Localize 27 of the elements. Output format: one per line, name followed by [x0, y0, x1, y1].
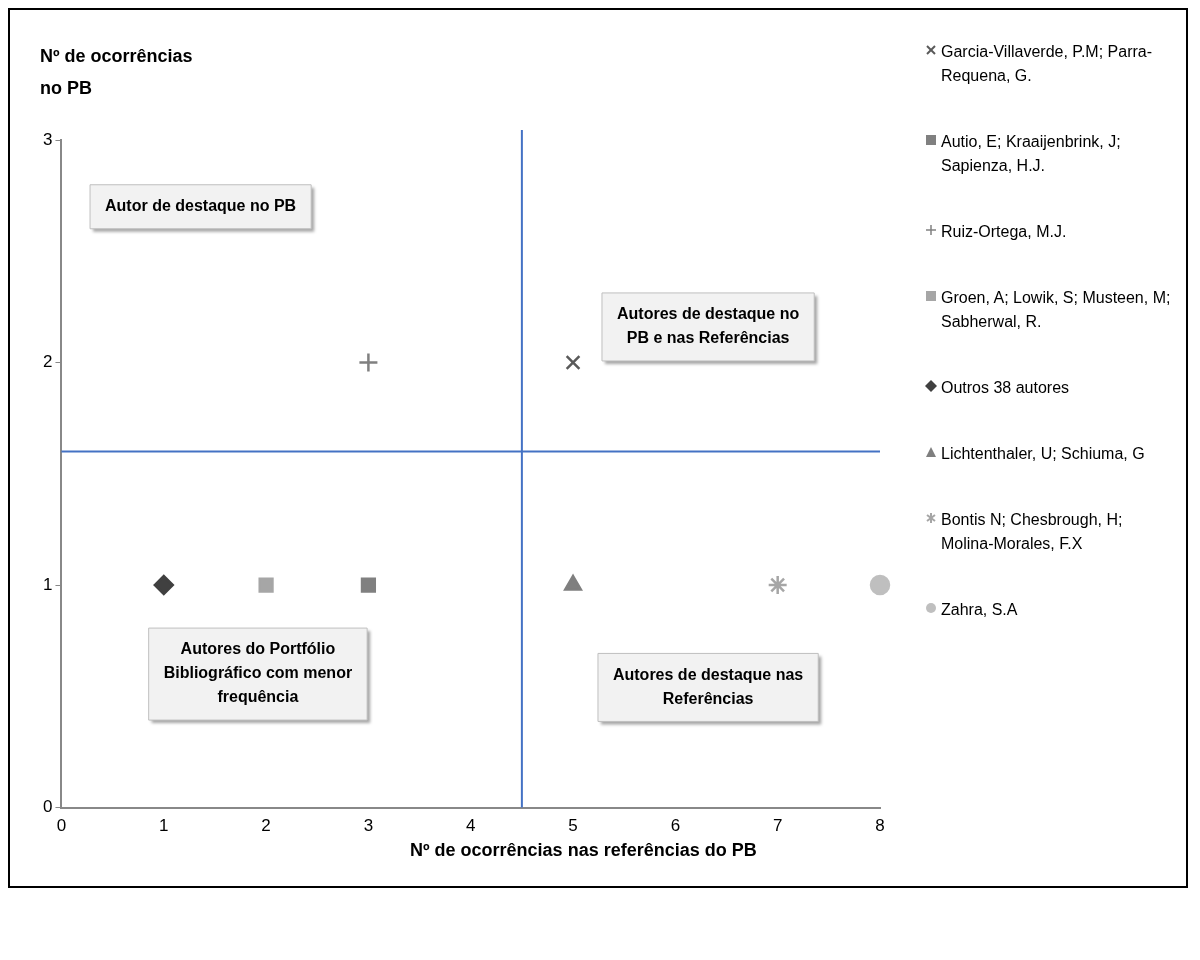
x-tick-label: 6: [670, 816, 681, 836]
legend-label: Autio, E; Kraaijenbrink, J; Sapienza, H.J.: [941, 132, 1122, 176]
x-tick-label: 1: [159, 816, 169, 836]
x-tick-label: 2: [261, 816, 271, 836]
annotation: Autores do Portfólio Bibliográfico com menor frequência: [163, 640, 353, 706]
y-tick-label: 1: [42, 574, 53, 594]
legend-label: Zahra, S.A: [941, 600, 1018, 620]
annotation: Autores de destaque nas Referências: [612, 665, 804, 707]
legend-label: Groen, A; Lowik, S; Musteen, M; Sabherwal, R.: [941, 288, 1172, 332]
x-tick-label: 8: [875, 816, 885, 836]
y-tick-label: 0: [42, 797, 53, 817]
legend-label: Ruiz-Ortega, M.J.: [941, 222, 1067, 242]
x-tick-label: 5: [568, 816, 578, 836]
x-axis-title: Nº de ocorrências nas referências do PB: [410, 840, 757, 861]
legend-label: Lichtenthaler, U; Schiuma, G: [941, 444, 1145, 464]
legend-label: Garcia-Villaverde, P.M; Parra-Requena, G.: [941, 42, 1154, 86]
y-tick-label: 3: [42, 129, 53, 149]
x-tick-label: 4: [465, 816, 476, 836]
legend-label: Bontis N; Chesbrough, H; Molina-Morales, F.X: [941, 510, 1124, 554]
y-axis-title: Nº de ocorrências no PB: [40, 45, 194, 100]
x-tick-label: 3: [363, 816, 374, 836]
x-tick-label: 7: [772, 816, 783, 836]
y-tick-label: 2: [42, 352, 53, 372]
x-tick-label: 0: [56, 816, 67, 836]
annotation: Autores de destaque no PB e nas Referências: [616, 305, 800, 347]
legend-label: Outros 38 autores: [941, 378, 1070, 398]
annotation: Autor de destaque no PB: [105, 197, 297, 215]
